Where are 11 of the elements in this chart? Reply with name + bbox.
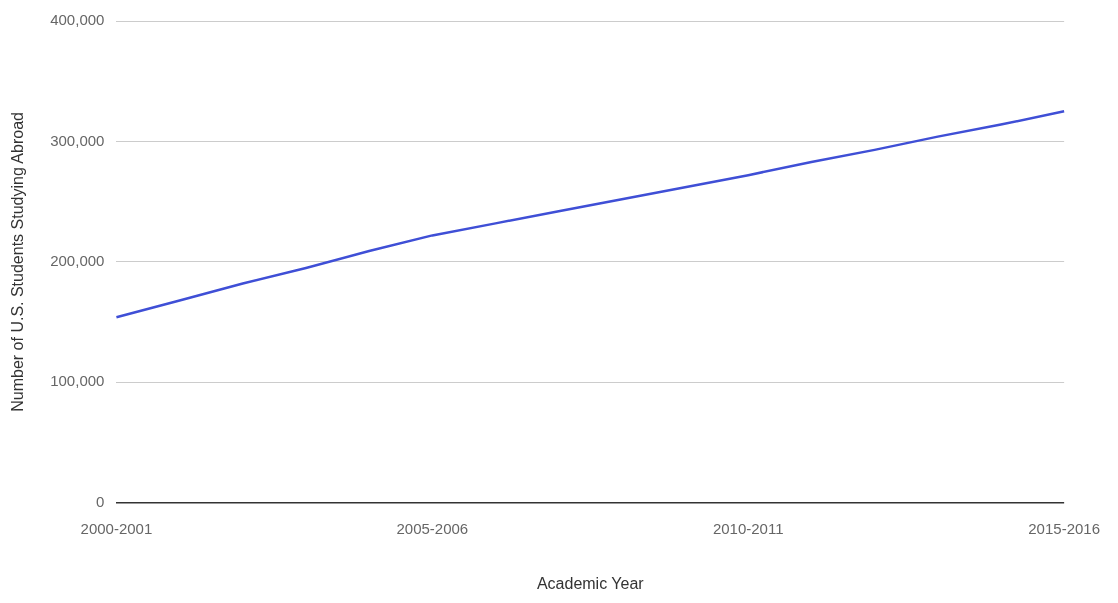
x-tick-label: 2010-2011: [712, 519, 784, 537]
x-axis-title: Academic Year: [536, 574, 645, 592]
y-tick-label: 200,000: [50, 252, 105, 270]
y-tick-label: 400,000: [50, 11, 105, 29]
x-tick-label: 2005-2006: [396, 519, 469, 537]
y-axis-title: Number of U.S. Students Studying Abroad: [9, 112, 27, 412]
y-tick-label: 300,000: [50, 131, 105, 149]
y-tick-label: 0: [96, 492, 105, 510]
x-tick-label: 2015-2016: [1028, 519, 1100, 537]
x-tick-label: 2000-2001: [80, 519, 153, 537]
y-tick-label: 100,000: [50, 372, 105, 390]
